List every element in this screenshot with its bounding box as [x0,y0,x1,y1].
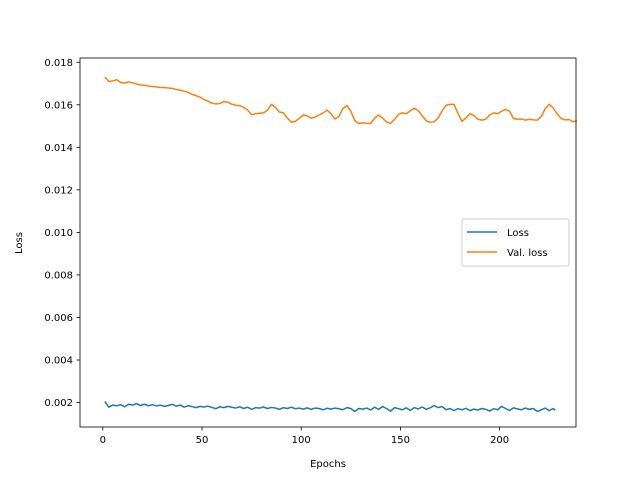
y-axis-label: Loss [14,232,25,254]
x-tick-label: 200 [490,435,509,446]
x-axis-label: Epochs [310,459,346,470]
series-line-val-loss [104,76,578,125]
y-tick-label: 0.010 [44,228,73,239]
y-tick-label: 0.016 [44,100,73,111]
y-tick-label: 0.004 [44,356,73,367]
x-tick-label: 0 [100,435,106,446]
y-tick-label: 0.014 [44,143,73,154]
x-tick-label: 150 [391,435,410,446]
legend-box [461,218,570,267]
y-axis: 0.002 0.004 0.006 0.008 0.010 0.012 0.014 0.016… [44,58,80,409]
x-axis: 0 50 100 150 200 [100,427,509,446]
legend-label-val-loss: Val. loss [507,248,548,259]
y-tick-label: 0.002 [44,398,73,409]
legend-label-loss: Loss [507,228,529,239]
legend: Loss Val. loss [461,218,570,267]
y-tick-label: 0.012 [44,185,73,196]
series-line-loss [104,401,556,413]
y-tick-label: 0.008 [44,270,73,281]
y-tick-label: 0.018 [44,58,73,69]
x-tick-label: 100 [292,435,311,446]
plot-frame [79,57,577,428]
y-tick-label: 0.006 [44,313,73,324]
x-tick-label: 50 [196,435,209,446]
